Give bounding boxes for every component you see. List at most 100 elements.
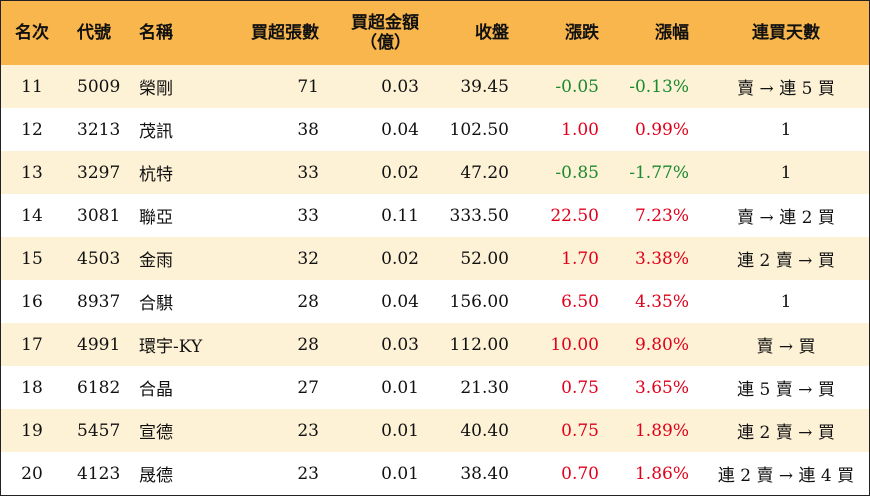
cell-name: 榮剛 bbox=[139, 79, 173, 99]
table-body: 1 1 5009 榮剛 71 0.03 39.45 -0.05 -0.13% 賣 … bbox=[1, 65, 869, 495]
cell-change: 0.75 bbox=[561, 420, 599, 441]
cell-code: 4503 bbox=[77, 248, 121, 269]
cell-streak: 1 bbox=[780, 162, 792, 183]
cell-close: 47.20 bbox=[460, 162, 509, 183]
header-change: 漲跌 bbox=[565, 23, 599, 43]
cell-streak: 1 bbox=[780, 119, 792, 140]
cell-change-pct: 4.35% bbox=[634, 291, 689, 312]
header-rank: 名次 bbox=[15, 23, 49, 43]
cell-close: 112.00 bbox=[449, 334, 509, 355]
cell-code: 4123 bbox=[77, 463, 121, 484]
header-net-amount-line2: （億） bbox=[360, 33, 411, 53]
cell-net-amount: 0.04 bbox=[381, 291, 419, 312]
cell-rank: 13 bbox=[21, 162, 43, 183]
cell-close: 21.30 bbox=[460, 377, 509, 398]
cell-change-pct: 0.99% bbox=[634, 119, 689, 140]
cell-close: 40.40 bbox=[460, 420, 509, 441]
cell-rank: 19 bbox=[21, 420, 43, 441]
cell-net-amount: 0.01 bbox=[381, 463, 419, 484]
cell-net-amount: 0.04 bbox=[381, 119, 419, 140]
table-row: 15 4503 金雨 32 0.02 52.00 1.70 3.38% 連 2 … bbox=[1, 237, 869, 280]
table-row: 18 6182 合晶 27 0.01 21.30 0.75 3.65% 連 5 … bbox=[1, 366, 869, 409]
cell-change: 22.50 bbox=[550, 205, 599, 226]
table-header-row: 名次 代號 名稱 買超張數 買超金額 （億） 收盤 漲跌 漲幅 連買天數 bbox=[1, 1, 869, 65]
cell-rank: 14 bbox=[21, 205, 43, 226]
cell-streak: 連 2 賣 → 連 4 買 bbox=[717, 466, 855, 486]
table-row: 20 4123 晟德 23 0.01 38.40 0.70 1.86% 連 2 … bbox=[1, 452, 869, 495]
cell-streak: 連 2 賣 → 買 bbox=[737, 423, 835, 443]
cell-streak: 賣 → 買 bbox=[756, 337, 816, 357]
cell-net-lots: 28 bbox=[297, 291, 319, 312]
cell-net-lots: 23 bbox=[297, 463, 319, 484]
cell-net-amount: 0.01 bbox=[381, 377, 419, 398]
table-row: 16 8937 合騏 28 0.04 156.00 6.50 4.35% 1 bbox=[1, 280, 869, 323]
cell-streak: 1 bbox=[780, 291, 792, 312]
cell-streak: 賣 → 連 2 買 bbox=[737, 208, 835, 228]
cell-change-pct: -0.13% bbox=[629, 76, 689, 97]
cell-change-pct: 3.38% bbox=[634, 248, 689, 269]
cell-change-pct: 1.89% bbox=[634, 420, 689, 441]
header-net-amount-line1: 買超金額 bbox=[351, 13, 419, 33]
cell-change: 0.75 bbox=[561, 377, 599, 398]
cell-net-lots: 33 bbox=[297, 205, 319, 226]
table-row: 11 5009 榮剛 71 0.03 39.45 -0.05 -0.13% 賣 … bbox=[1, 65, 869, 108]
header-net-lots: 買超張數 bbox=[251, 23, 319, 43]
cell-rank: 16 bbox=[21, 291, 43, 312]
table-row: 19 5457 宣德 23 0.01 40.40 0.75 1.89% 連 2 … bbox=[1, 409, 869, 452]
table-row: 13 3297 杭特 33 0.02 47.20 -0.85 -1.77% 1 bbox=[1, 151, 869, 194]
cell-code: 3213 bbox=[77, 119, 121, 140]
cell-close: 52.00 bbox=[460, 248, 509, 269]
cell-change-pct: -1.77% bbox=[629, 162, 689, 183]
table-row: 17 4991 環宇-KY 28 0.03 112.00 10.00 9.80%… bbox=[1, 323, 869, 366]
cell-change: -0.85 bbox=[555, 162, 599, 183]
cell-close: 333.50 bbox=[449, 205, 509, 226]
cell-code: 5009 bbox=[77, 76, 121, 97]
cell-net-amount: 0.11 bbox=[381, 205, 419, 226]
cell-name: 合騏 bbox=[139, 294, 173, 314]
cell-change: 0.70 bbox=[561, 463, 599, 484]
header-streak: 連買天數 bbox=[752, 23, 820, 43]
cell-name: 聯亞 bbox=[139, 208, 173, 228]
cell-net-amount: 0.03 bbox=[381, 334, 419, 355]
cell-name: 茂訊 bbox=[139, 122, 173, 142]
cell-change: 1.00 bbox=[561, 119, 599, 140]
cell-code: 3081 bbox=[77, 205, 121, 226]
cell-change-pct: 3.65% bbox=[634, 377, 689, 398]
cell-net-lots: 32 bbox=[297, 248, 319, 269]
cell-streak: 賣 → 連 5 買 bbox=[737, 79, 835, 99]
table-row: 12 3213 茂訊 38 0.04 102.50 1.00 0.99% 1 bbox=[1, 108, 869, 151]
header-code: 代號 bbox=[77, 23, 111, 43]
cell-rank: 12 bbox=[21, 119, 43, 140]
cell-name: 杭特 bbox=[139, 165, 173, 185]
cell-change: 10.00 bbox=[550, 334, 599, 355]
cell-net-lots: 28 bbox=[297, 334, 319, 355]
cell-change: -0.05 bbox=[555, 76, 599, 97]
header-net-amount: 買超金額 （億） bbox=[333, 1, 433, 65]
cell-close: 39.45 bbox=[460, 76, 509, 97]
cell-net-lots: 71 bbox=[297, 76, 319, 97]
cell-rank: 20 bbox=[21, 463, 43, 484]
cell-net-lots: 38 bbox=[297, 119, 319, 140]
cell-change-pct: 1.86% bbox=[634, 463, 689, 484]
cell-net-amount: 0.02 bbox=[381, 248, 419, 269]
cell-change-pct: 9.80% bbox=[634, 334, 689, 355]
cell-close: 38.40 bbox=[460, 463, 509, 484]
cell-net-amount: 0.01 bbox=[381, 420, 419, 441]
cell-rank: 18 bbox=[21, 377, 43, 398]
cell-name: 環宇-KY bbox=[139, 337, 203, 357]
header-change-pct: 漲幅 bbox=[655, 23, 689, 43]
cell-net-lots: 23 bbox=[297, 420, 319, 441]
cell-code: 3297 bbox=[77, 162, 121, 183]
cell-rank: 17 bbox=[21, 334, 43, 355]
cell-close: 156.00 bbox=[449, 291, 509, 312]
cell-name: 晟德 bbox=[139, 466, 173, 486]
cell-net-lots: 27 bbox=[297, 377, 319, 398]
cell-change: 1.70 bbox=[561, 248, 599, 269]
cell-close: 102.50 bbox=[449, 119, 509, 140]
table-row: 14 3081 聯亞 33 0.11 333.50 22.50 7.23% 賣 … bbox=[1, 194, 869, 237]
header-close: 收盤 bbox=[475, 23, 509, 43]
cell-net-amount: 0.02 bbox=[381, 162, 419, 183]
cell-code: 4991 bbox=[77, 334, 121, 355]
